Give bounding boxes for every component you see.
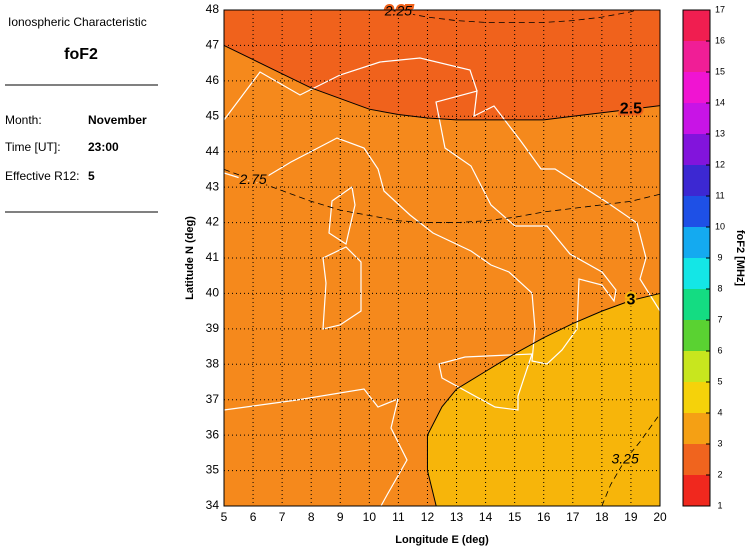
- x-tick-label: 11: [392, 510, 405, 524]
- colorbar-segment: [683, 72, 710, 103]
- y-tick-label: 39: [206, 321, 220, 335]
- colorbar-segment: [683, 444, 710, 475]
- colorbar-tick-label: 3: [717, 438, 722, 448]
- info-panel: Ionospheric Characteristic foF2 Month: N…: [5, 15, 158, 213]
- coastline: [223, 90, 661, 365]
- row-value: 5: [88, 169, 95, 183]
- colorbar-segment: [683, 41, 710, 72]
- colorbar-label: foF2 [MHz]: [734, 230, 746, 287]
- colorbar-tick-label: 2: [717, 469, 722, 479]
- x-tick-label: 19: [624, 510, 638, 524]
- y-tick-label: 43: [206, 179, 220, 193]
- colorbar-segment: [683, 351, 710, 382]
- contour-line: [601, 413, 661, 507]
- y-tick-label: 45: [206, 108, 220, 122]
- x-tick-label: 8: [308, 510, 315, 524]
- contour-line: [223, 44, 661, 121]
- colorbar-segment: [683, 475, 710, 506]
- y-tick-label: 40: [206, 286, 220, 300]
- y-tick-label: 37: [206, 392, 220, 406]
- row-value: 23:00: [88, 140, 119, 154]
- coastline: [322, 246, 362, 330]
- colorbar-segment: [683, 258, 710, 289]
- x-tick-label: 10: [363, 510, 377, 524]
- colorbar-tick-label: 9: [717, 252, 722, 262]
- border: [223, 57, 478, 121]
- x-tick-label: 5: [221, 510, 228, 524]
- contour-line: [223, 169, 661, 223]
- x-tick-label: 17: [566, 510, 580, 524]
- y-tick-label: 44: [206, 144, 220, 158]
- colorbar-tick-label: 10: [715, 221, 725, 231]
- contour-label: 3: [626, 292, 635, 309]
- x-tick-label: 20: [653, 510, 667, 524]
- colorbar-segment: [683, 165, 710, 196]
- contour-label: 2.5: [620, 100, 642, 117]
- row-label: Effective R12:: [5, 169, 79, 183]
- plot: [224, 10, 660, 506]
- characteristic: foF2: [64, 46, 98, 63]
- coastline: [438, 353, 533, 411]
- colorbar-tick-label: 13: [715, 128, 725, 138]
- colorbar-tick-label: 11: [715, 190, 724, 200]
- y-tick-label: 42: [206, 215, 220, 229]
- colorbar-tick-label: 6: [717, 345, 722, 355]
- plot-frame: [223, 9, 661, 507]
- contour-line: [389, 9, 637, 23]
- row-label: Time [UT]:: [5, 140, 61, 154]
- colorbar-tick-label: 14: [715, 97, 725, 107]
- x-tick-label: 9: [337, 510, 344, 524]
- colorbar-segment: [683, 10, 710, 41]
- fill-region: [224, 10, 660, 120]
- x-tick-label: 12: [421, 510, 435, 524]
- colorbar-tick-label: 4: [717, 407, 722, 417]
- y-tick-label: 47: [206, 38, 220, 52]
- colorbar-segment: [683, 382, 710, 413]
- x-tick-label: 16: [537, 510, 551, 524]
- y-axis-label: Latitude N (deg): [184, 216, 196, 300]
- colorbar-tick-label: 17: [715, 4, 725, 14]
- x-axis-label: Longitude E (deg): [395, 534, 489, 546]
- y-tick-label: 41: [206, 250, 220, 264]
- colorbar-tick-label: 1: [717, 500, 722, 510]
- colorbar-segment: [683, 196, 710, 227]
- colorbar-tick-label: 16: [715, 35, 725, 45]
- colorbar-segment: [683, 134, 710, 165]
- y-tick-label: 36: [206, 427, 220, 441]
- panel-heading: Ionospheric Characteristic: [8, 15, 147, 29]
- contour-label: 3.25: [611, 451, 638, 467]
- y-tick-label: 35: [206, 463, 220, 477]
- colorbar-segment: [683, 320, 710, 351]
- colorbar-segment: [683, 289, 710, 320]
- overlay: 5 6 7 8 9 10 11 12 13 14 15 16 17 18 19 203435363738394…: [206, 0, 725, 524]
- x-tick-label: 15: [508, 510, 522, 524]
- contour-label: 2.75: [238, 171, 266, 187]
- x-tick-label: 18: [595, 510, 609, 524]
- coastline: [328, 185, 356, 245]
- x-tick-label: 7: [279, 510, 286, 524]
- y-tick-label: 38: [206, 356, 220, 370]
- x-tick-label: 13: [450, 510, 464, 524]
- contour-line: [426, 292, 661, 507]
- row-label: Month:: [5, 113, 42, 127]
- y-tick-label: 46: [206, 73, 220, 87]
- colorbar-tick-label: 5: [717, 376, 722, 386]
- y-tick-label: 48: [206, 2, 220, 16]
- x-tick-label: 14: [479, 510, 493, 524]
- colorbar-segment: [683, 413, 710, 444]
- row-value: November: [88, 113, 147, 127]
- colorbar-tick-label: 7: [717, 314, 722, 324]
- colorbar-tick-label: 15: [715, 66, 725, 76]
- y-tick-label: 34: [206, 498, 220, 512]
- colorbar-tick-label: 12: [715, 159, 725, 169]
- colorbar-segment: [683, 227, 710, 258]
- x-tick-label: 6: [250, 510, 257, 524]
- colorbar-tick-label: 8: [717, 283, 722, 293]
- colorbar-segment: [683, 103, 710, 134]
